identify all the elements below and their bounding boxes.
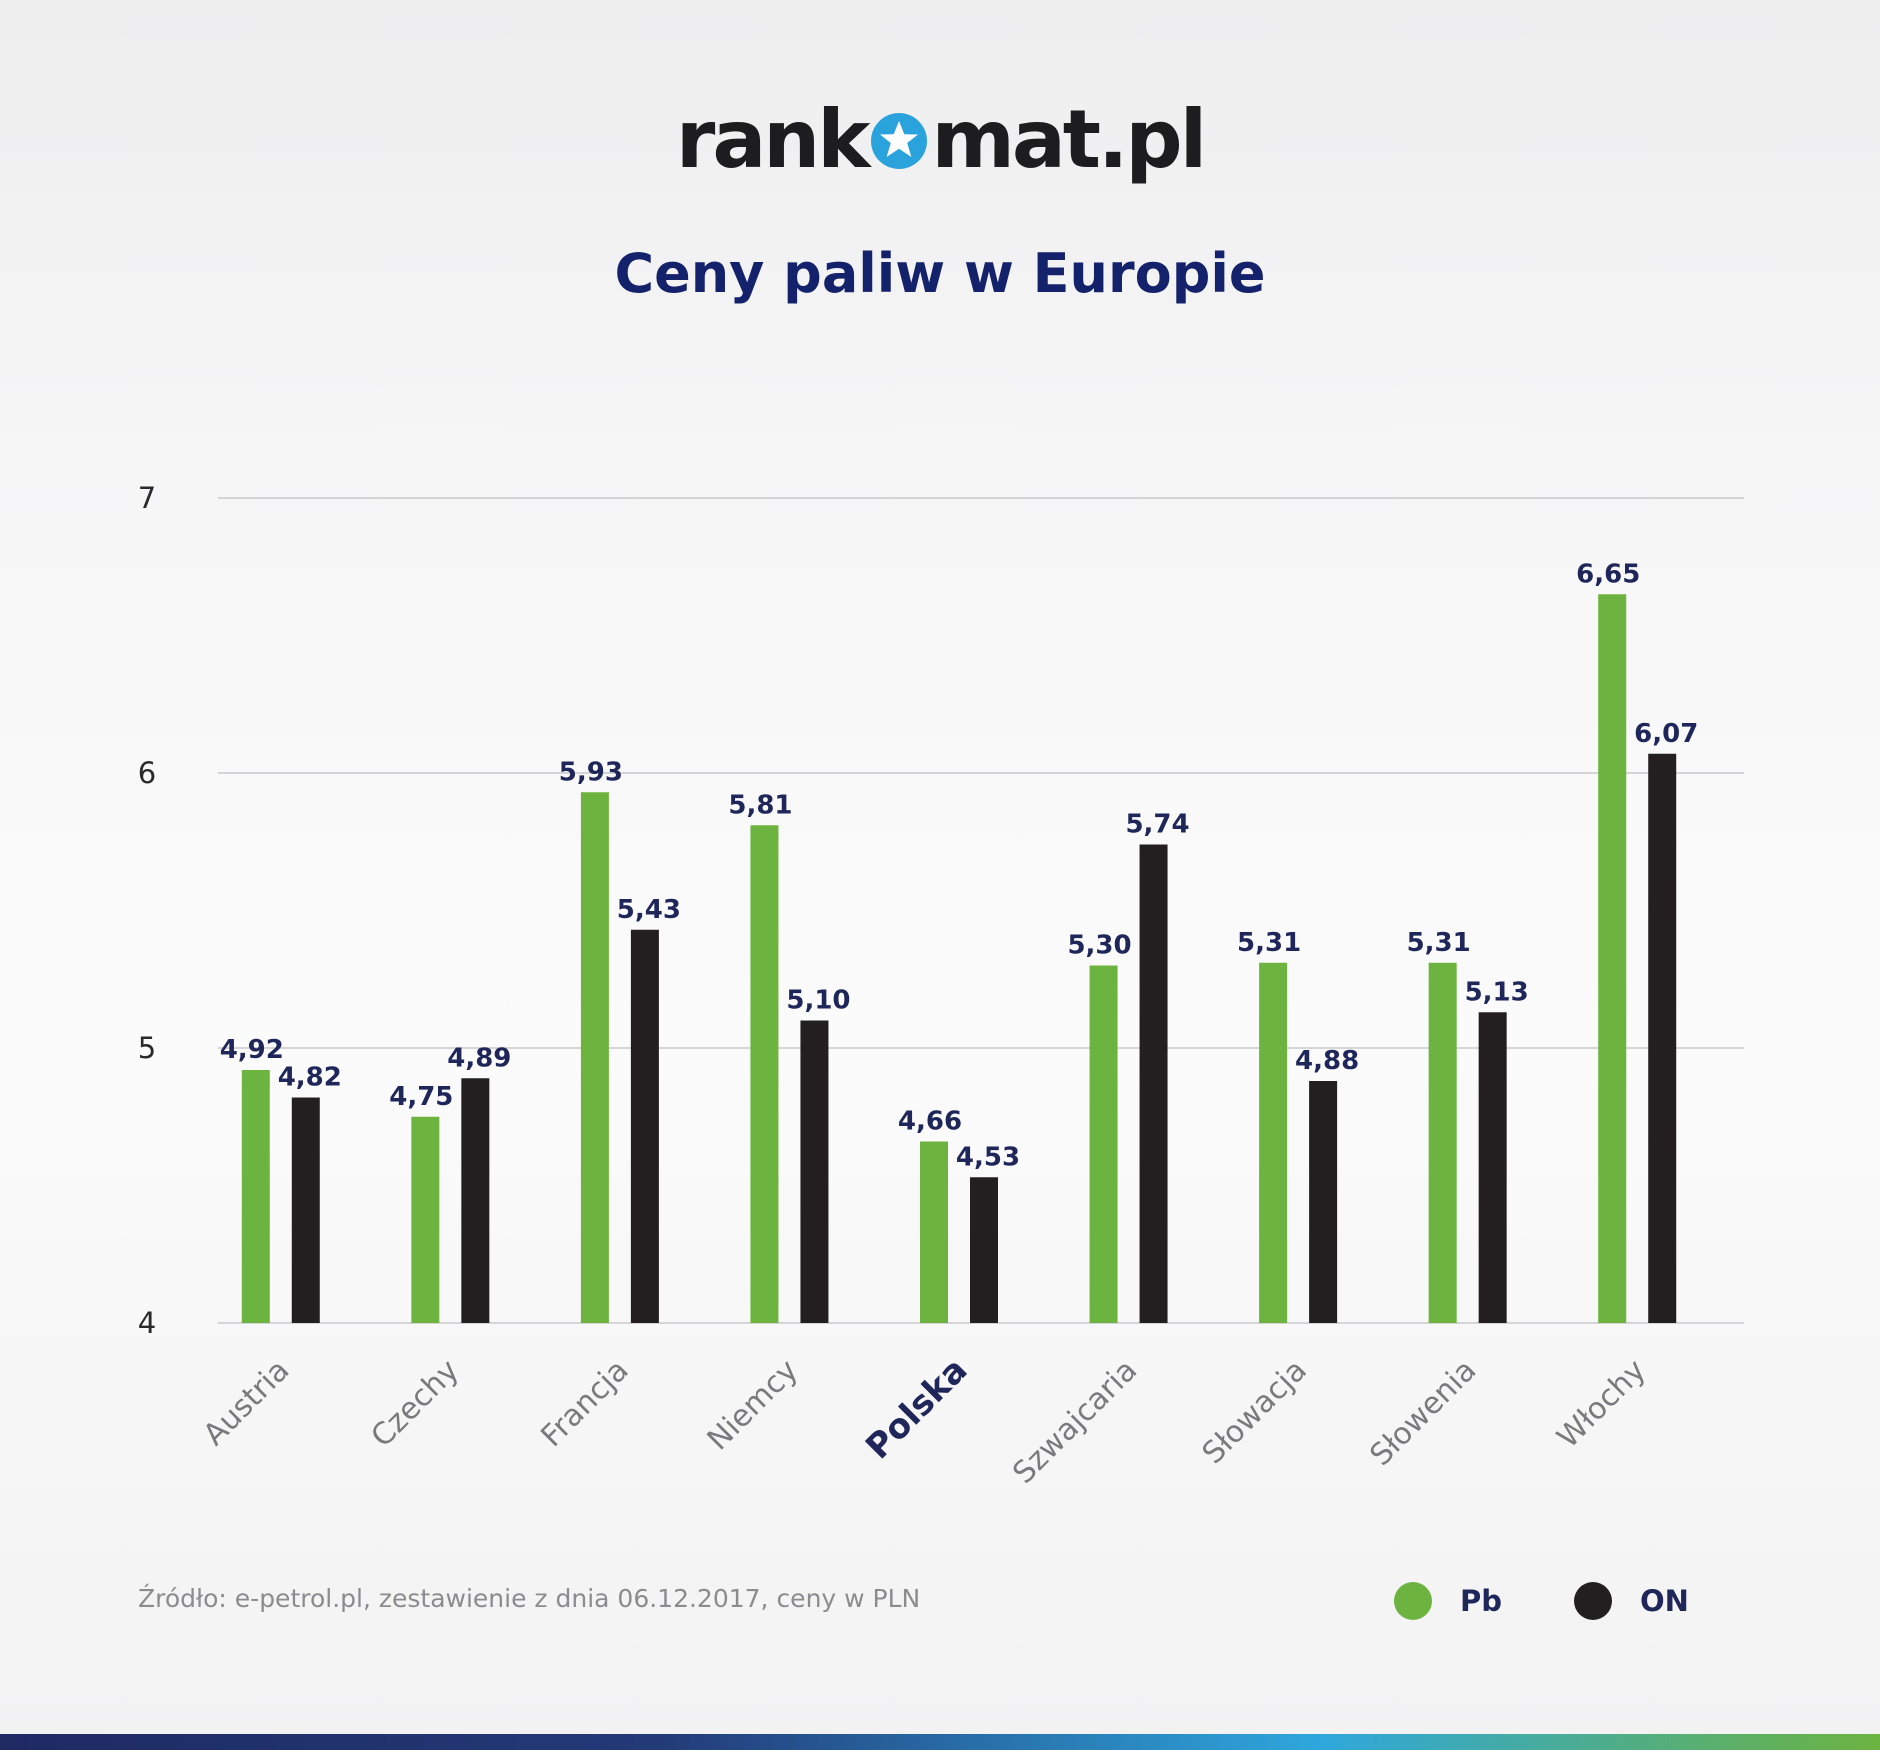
y-tick-label: 5 (138, 1031, 156, 1065)
bar-on (461, 1078, 490, 1323)
category-label: Włochy (1550, 1353, 1652, 1455)
logo-text-end: mat.pl (931, 93, 1207, 186)
y-tick-label: 7 (138, 481, 156, 515)
bar-pb (1598, 594, 1627, 1323)
bottom-gradient-bar (0, 1734, 1880, 1750)
legend-label-pb: Pb (1460, 1584, 1503, 1618)
data-label: 4,88 (1295, 1046, 1359, 1076)
bar-on (1139, 844, 1168, 1323)
chart-title: Ceny paliw w Europie (614, 242, 1266, 305)
data-label: 5,13 (1465, 977, 1529, 1007)
category-label: Szwajcaria (1006, 1353, 1144, 1491)
bar-chart: 4 5 6 7 4,924,82 Austria 4,75 4,89 Czechy 5,93 5,4… (138, 481, 1744, 1491)
bar-on (291, 1097, 320, 1323)
bar-on (630, 929, 659, 1323)
category-label: Polska (858, 1350, 975, 1467)
data-label: 4,66 (898, 1107, 962, 1137)
data-label: 5,74 (1125, 810, 1189, 840)
bar-pb (1089, 965, 1118, 1323)
legend-item-on: ON (1574, 1576, 1689, 1626)
source-note: Źródło: e-petrol.pl, zestawienie z dnia … (138, 1584, 921, 1613)
data-label: 5,31 (1237, 928, 1301, 958)
legend-swatch-pb (1394, 1582, 1432, 1620)
category-label: Niemcy (701, 1353, 805, 1457)
y-tick-label: 4 (138, 1306, 156, 1340)
category-label: Austria (197, 1353, 297, 1453)
bar-on (800, 1020, 829, 1323)
bar-on (1478, 1012, 1507, 1323)
legend-item-pb: Pb (1394, 1576, 1502, 1626)
bar-pb (1259, 962, 1288, 1323)
bar-on (970, 1177, 998, 1323)
legend-label-on: ON (1640, 1584, 1689, 1618)
bar-pb (411, 1116, 440, 1323)
data-label: 6,07 (1634, 719, 1698, 749)
data-label: 5,81 (728, 790, 792, 820)
category-label: Francja (534, 1353, 635, 1454)
data-label: 5,30 (1067, 931, 1131, 961)
data-label: 5,10 (786, 986, 850, 1016)
category-label: Słowenia (1363, 1353, 1483, 1473)
bar-pb (580, 792, 609, 1323)
logo-text-start: rank (675, 93, 871, 186)
bar-pb (920, 1141, 948, 1323)
data-label: 4,75 (389, 1082, 453, 1112)
data-label: 4,92 (220, 1035, 284, 1065)
data-label: 5,43 (617, 895, 681, 925)
logo: rank mat.pl (0, 100, 1880, 180)
data-label: 4,82 (278, 1063, 342, 1093)
bar-pb (750, 825, 779, 1323)
category-label: Czechy (365, 1353, 466, 1454)
data-label: 6,65 (1576, 559, 1640, 589)
data-label: 5,93 (559, 757, 623, 787)
bar-pb (241, 1070, 270, 1323)
data-label: 4,89 (447, 1043, 511, 1073)
y-tick-label: 6 (138, 756, 156, 790)
data-label: 4,53 (956, 1142, 1020, 1172)
legend-swatch-on (1574, 1582, 1612, 1620)
bar-on (1648, 753, 1677, 1323)
category-label: Słowacja (1196, 1353, 1314, 1471)
star-icon (869, 104, 929, 169)
bar-pb (1428, 962, 1457, 1323)
bar-on (1309, 1081, 1338, 1323)
data-label: 5,31 (1407, 928, 1471, 958)
